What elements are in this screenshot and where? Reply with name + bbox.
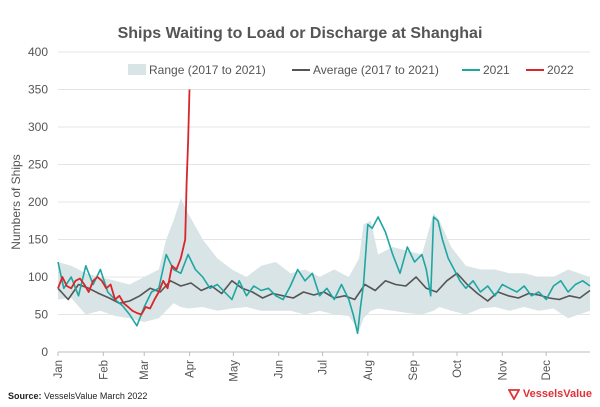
- x-tick-nov: Nov: [497, 360, 509, 381]
- logo-text: VesselsValue: [522, 388, 592, 400]
- legend-range-swatch: [128, 64, 146, 75]
- line-layer: [57, 89, 591, 335]
- x-tick-may: May: [228, 360, 240, 382]
- legend-2021: 2021: [462, 63, 510, 77]
- y-tick-350: 350: [28, 83, 48, 97]
- vesselsvalue-logo: VesselsValue: [507, 388, 592, 400]
- legend: Range (2017 to 2021) Average (2017 to 202…: [128, 63, 574, 77]
- y-tick-250: 250: [28, 158, 48, 172]
- legend-2022-label: 2022: [547, 63, 574, 77]
- range-layer: [58, 198, 590, 331]
- legend-average: Average (2017 to 2021): [292, 63, 439, 77]
- x-tick-aug: Aug: [363, 360, 375, 380]
- axis-layer: 0 50 100 150 200 250 300 350 400 Jan Feb Mar Apr May J…: [28, 45, 590, 382]
- legend-2022: 2022: [526, 63, 574, 77]
- x-tick-jan: Jan: [53, 360, 65, 379]
- source-label: Source:: [8, 391, 42, 401]
- y-tick-300: 300: [28, 120, 48, 134]
- x-tick-sep: Sep: [408, 360, 420, 380]
- legend-range-label: Range (2017 to 2021): [149, 63, 266, 77]
- legend-average-label: Average (2017 to 2021): [313, 63, 439, 77]
- y-axis-label: Numbers of Ships: [9, 154, 23, 249]
- source-text: VesselsValue March 2022: [41, 391, 148, 401]
- x-tick-jul: Jul: [318, 360, 330, 375]
- y-tick-400: 400: [28, 45, 48, 59]
- x-tick-feb: Feb: [98, 360, 110, 380]
- logo-triangle-icon: [507, 388, 520, 400]
- legend-range: Range (2017 to 2021): [128, 63, 266, 77]
- legend-2021-label: 2021: [483, 63, 510, 77]
- y-tick-50: 50: [35, 308, 49, 322]
- x-tick-apr: Apr: [185, 360, 197, 378]
- x-tick-dec: Dec: [541, 360, 553, 381]
- x-tick-jun: Jun: [274, 360, 286, 379]
- y-tick-0: 0: [41, 345, 48, 359]
- y-tick-200: 200: [28, 195, 48, 209]
- series-2022-line: [57, 89, 191, 316]
- series-range-band: [58, 198, 590, 331]
- y-tick-100: 100: [28, 270, 48, 284]
- source-note: Source: VesselsValue March 2022: [8, 391, 147, 401]
- x-tick-oct: Oct: [452, 359, 464, 378]
- y-tick-150: 150: [28, 233, 48, 247]
- x-tick-mar: Mar: [139, 360, 151, 380]
- series-2021-line: [57, 216, 591, 335]
- chart-title: Ships Waiting to Load or Discharge at Sh…: [118, 25, 483, 42]
